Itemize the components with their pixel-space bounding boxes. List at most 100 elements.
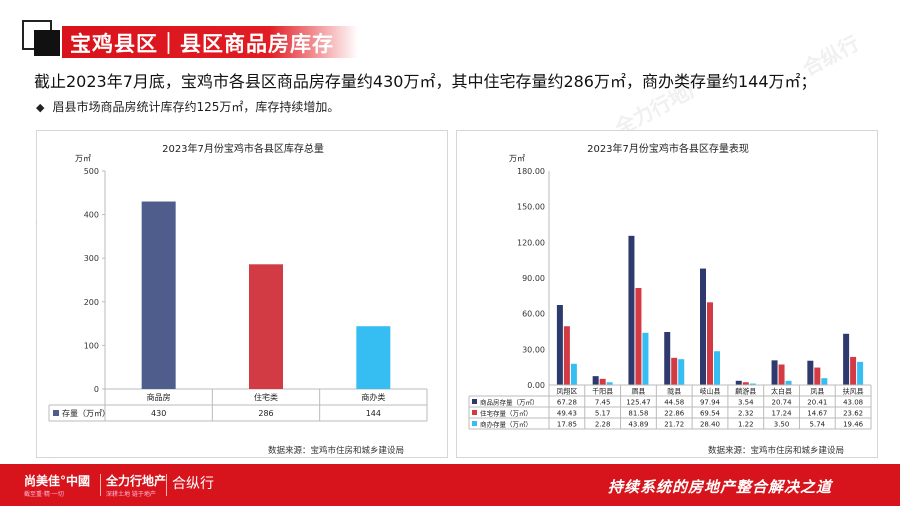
table-value: 144	[366, 409, 381, 418]
bar-2	[249, 264, 283, 389]
table-value: 21.72	[664, 421, 684, 429]
footer-brand-hezongxing: 合纵行	[172, 476, 214, 492]
y-tick-label: 150.00	[517, 203, 545, 212]
legend-swatch	[472, 410, 477, 415]
table-value: 125.47	[626, 399, 651, 407]
x-category-label: 商办类	[361, 392, 385, 402]
table-value: 97.94	[700, 399, 721, 407]
bar-3	[356, 326, 391, 389]
bar-6-3	[749, 383, 756, 385]
y-tick-label: 400	[84, 211, 99, 220]
chart-title: 2023年7月份宝鸡市各县区存量表现	[587, 142, 749, 155]
summary-text: 截止2023年7月底，宝鸡市各县区商品房存量约430万㎡，其中住宅存量约286万…	[34, 72, 817, 91]
bar-5-3	[714, 351, 720, 385]
table-value: 5.17	[595, 410, 611, 418]
bar-8-1	[807, 360, 814, 385]
x-category-label: 眉县	[631, 388, 645, 396]
y-tick-label: 300	[84, 254, 99, 263]
bar-6-2	[742, 382, 749, 385]
table-value: 17.85	[557, 421, 577, 429]
bar-3-3	[642, 332, 649, 385]
bar-1-1	[556, 305, 563, 385]
bar-5-1	[700, 268, 706, 385]
series-name: 商办存量（万㎡）	[480, 420, 532, 429]
bar-3-1	[628, 235, 635, 385]
bullet-point: ◆ 眉县市场商品房统计库存约125万㎡，库存持续增加。	[36, 98, 339, 115]
table-value: 286	[258, 409, 273, 418]
chart-title: 2023年7月份宝鸡市各县区库存总量	[162, 142, 324, 155]
y-tick-label: 180.00	[517, 167, 545, 176]
y-tick-label: 90.00	[522, 274, 545, 283]
table-value: 2.28	[595, 421, 611, 429]
y-axis-unit: 万㎡	[509, 154, 525, 163]
bar-1	[141, 201, 176, 389]
bar-4-3	[678, 359, 685, 385]
bar-1-2	[563, 326, 570, 385]
x-category-label: 麟游县	[735, 387, 756, 396]
bar-8-2	[814, 367, 821, 385]
footer-brand-shangmeijia-sub: 截至重·精·一切	[24, 491, 64, 498]
table-value: 20.74	[772, 399, 793, 407]
table-value: 69.54	[700, 410, 721, 418]
bullet-text: 眉县市场商品房统计库存约125万㎡，库存持续增加。	[52, 100, 340, 114]
x-category-label: 太白县	[771, 387, 792, 396]
header-bar	[62, 26, 358, 58]
footer-brand-quanlixing-sub: 深耕土地 链于地产	[106, 491, 156, 498]
table-value: 3.50	[774, 421, 790, 429]
diamond-bullet-icon: ◆	[36, 101, 45, 114]
table-value: 17.24	[772, 410, 793, 418]
bar-3-2	[635, 288, 642, 385]
table-value: 20.41	[807, 399, 827, 407]
chart-panel-districts: 2023年7月份宝鸡市各县区存量表现 万㎡ 0.00 30.00 60.00 90.00 1…	[456, 130, 878, 458]
legend-swatch	[472, 399, 477, 404]
header-square-fill	[34, 30, 60, 56]
x-category-label: 千阳县	[592, 387, 613, 396]
table-value: 1.22	[738, 421, 754, 429]
y-tick-label: 500	[84, 167, 99, 176]
table-value: 44.58	[664, 399, 684, 407]
y-tick-label: 120.00	[517, 238, 545, 247]
bar-7-3	[785, 380, 792, 385]
table-value: 22.86	[664, 410, 685, 418]
y-tick-label: 100	[84, 341, 99, 350]
legend-swatch	[53, 410, 59, 416]
table-value: 43.08	[843, 399, 863, 407]
bar-6-1	[735, 380, 742, 385]
bar-9-2	[850, 356, 857, 385]
y-tick-label: 30.00	[522, 345, 545, 354]
table-value: 5.74	[810, 421, 826, 429]
y-axis-unit: 万㎡	[75, 154, 91, 163]
x-category-label: 岐山县	[700, 387, 721, 396]
x-category-label: 扶风县	[843, 387, 864, 396]
bar-7-2	[778, 364, 785, 385]
table-value: 2.32	[738, 410, 754, 418]
x-category-label: 凤翔区	[556, 387, 577, 396]
table-value: 7.45	[595, 399, 611, 407]
bar-2-1	[592, 376, 599, 385]
y-tick-label: 200	[84, 298, 99, 307]
x-category-label: 商品房	[147, 392, 171, 402]
table-value: 28.40	[700, 421, 720, 429]
series-name: 存量（万㎡）	[62, 408, 110, 418]
footer-bar: 尚美佳°中國 截至重·精·一切 全力行地产 深耕土地 链于地产 合纵行 持续系统…	[0, 464, 900, 506]
bar-4-1	[664, 331, 671, 385]
footer-divider-2	[166, 474, 167, 496]
table-value: 19.46	[843, 421, 864, 429]
bar-4-2	[671, 357, 678, 385]
y-tick-label: 0.00	[527, 381, 545, 390]
page-title: 宝鸡县区｜县区商品房库存	[70, 32, 334, 56]
x-category-label: 住宅类	[254, 392, 278, 402]
bar-7-1	[771, 360, 778, 385]
table-value: 23.62	[843, 410, 863, 418]
footer-slogan: 持续系统的房地产整合解决之道	[608, 478, 833, 496]
table-value: 67.28	[557, 399, 577, 407]
bar-2-2	[599, 378, 606, 385]
table-value: 430	[151, 409, 166, 418]
bar-2-3	[606, 382, 613, 385]
bar-1-3	[570, 363, 577, 385]
bar-8-3	[821, 378, 828, 385]
x-category-label: 凤县	[810, 388, 824, 396]
